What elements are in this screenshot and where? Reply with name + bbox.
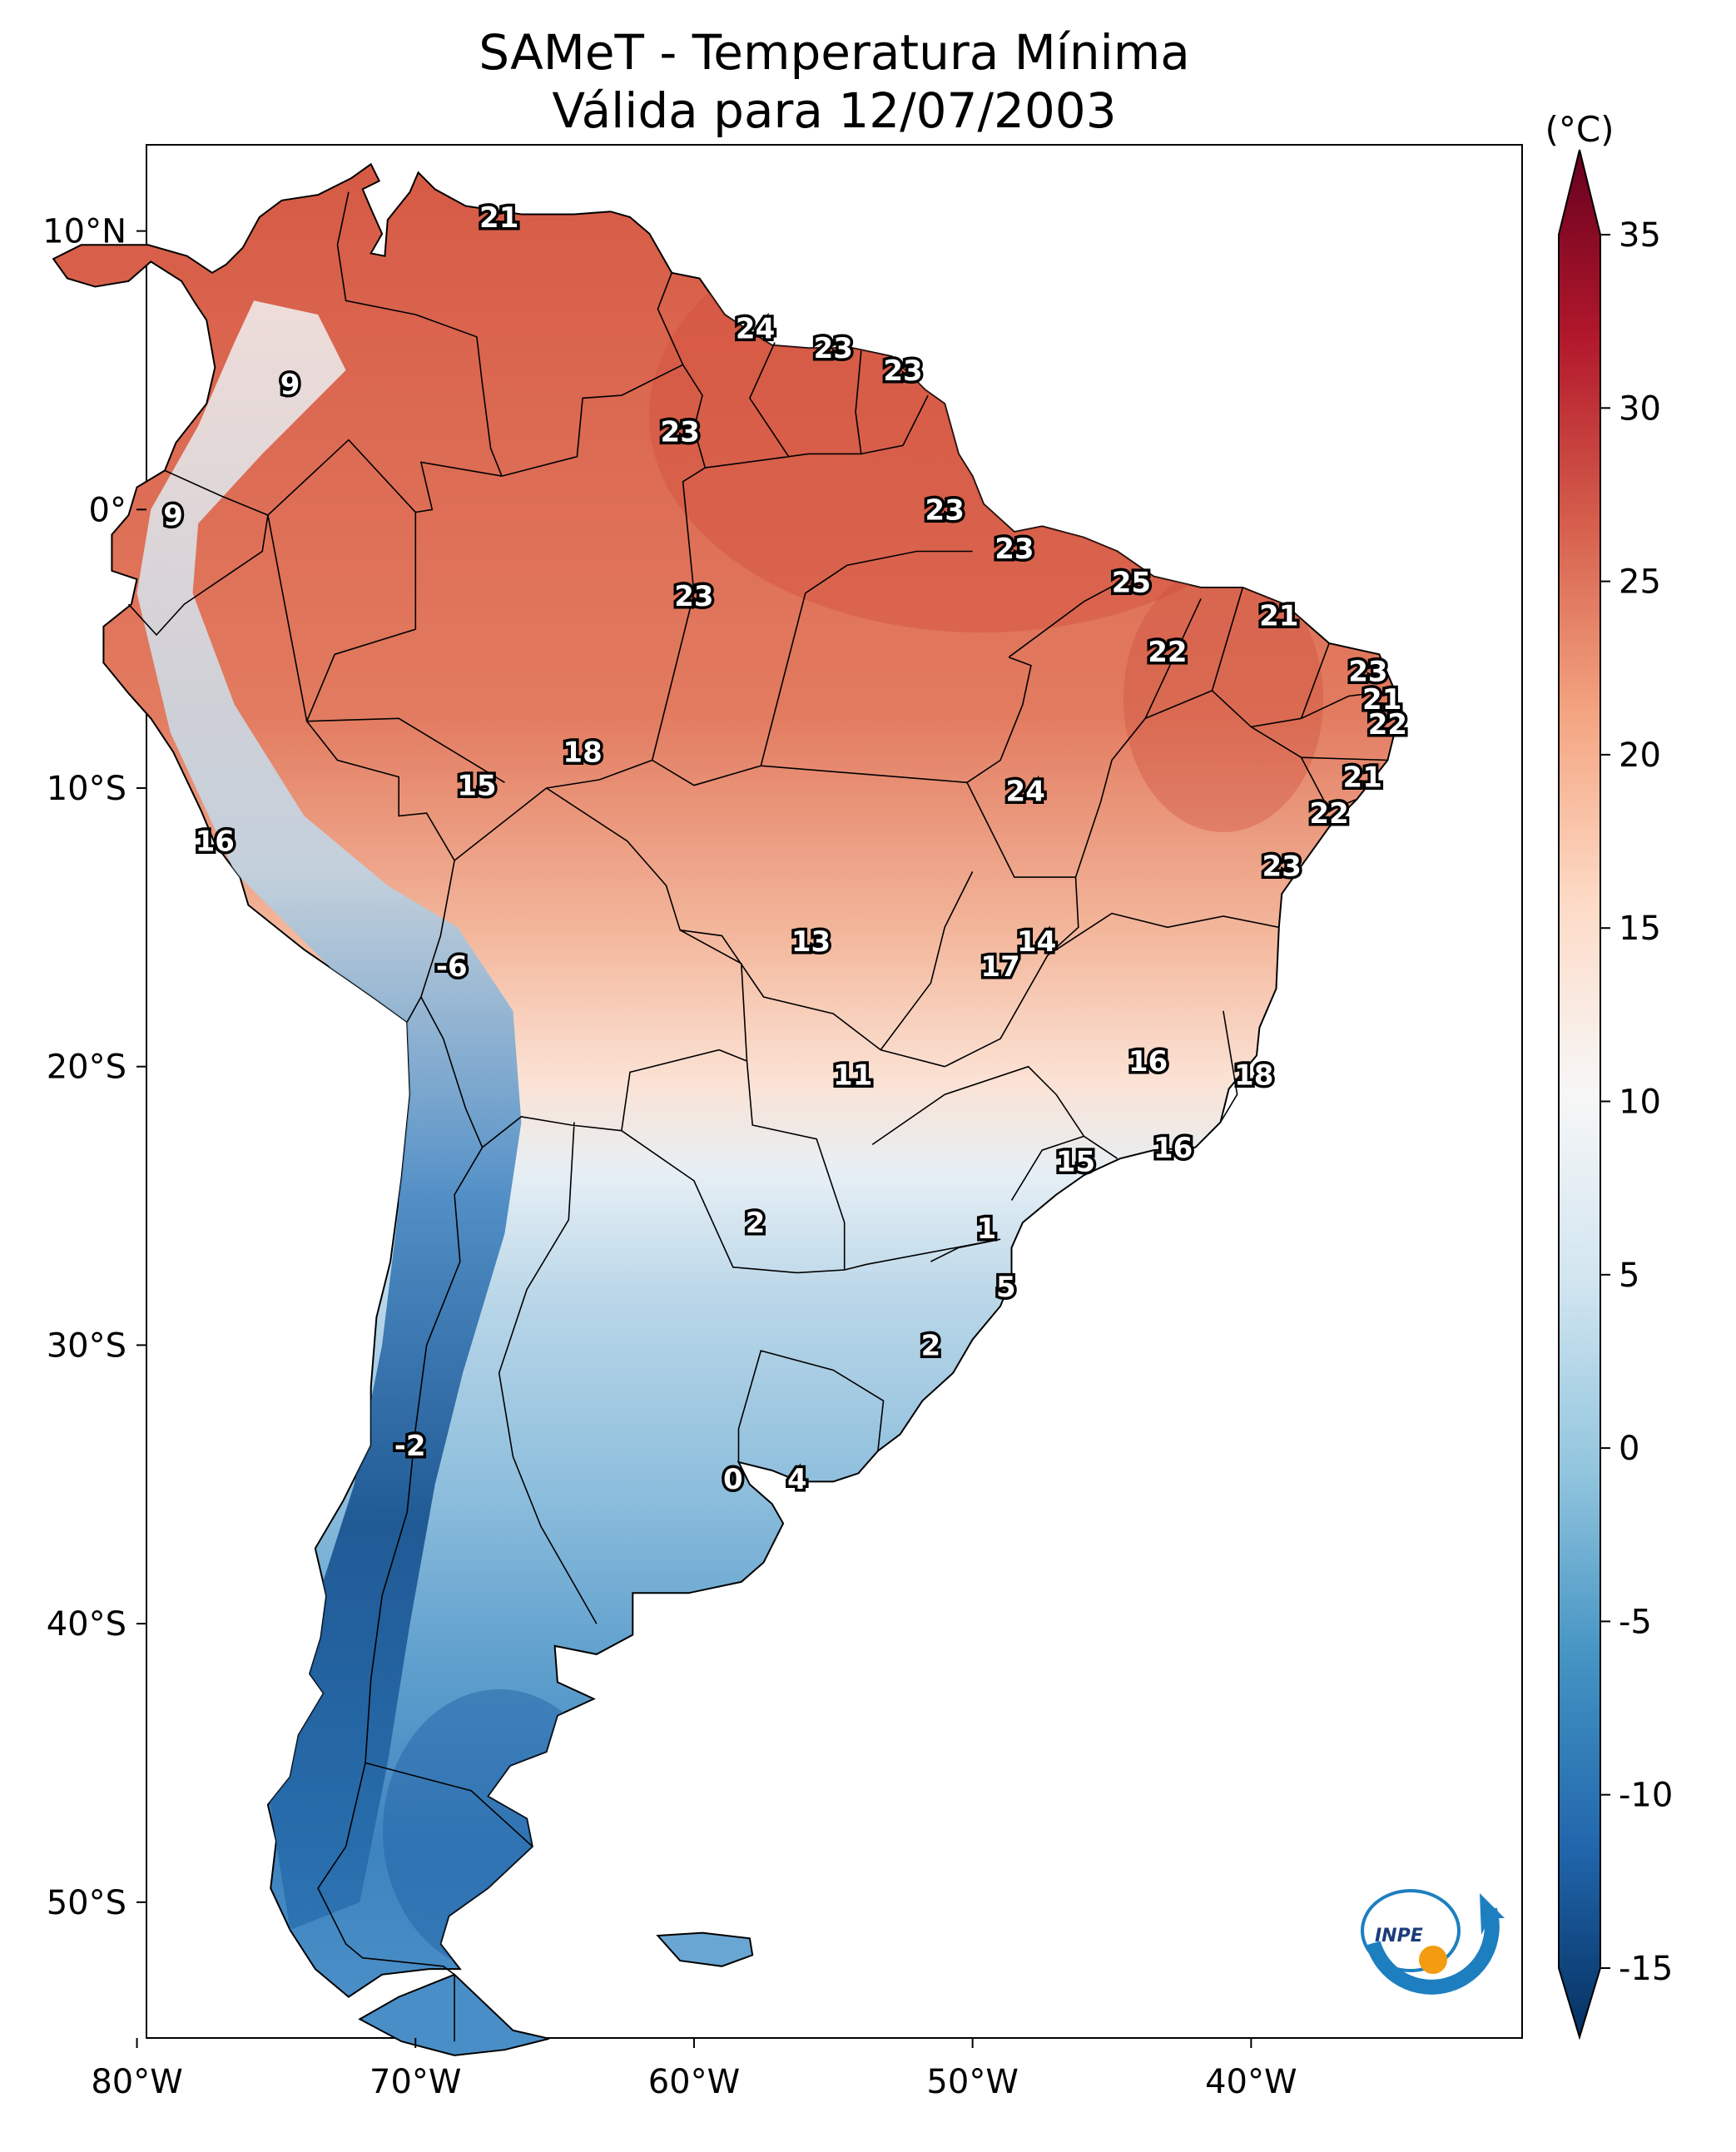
contour-value-label: 21 <box>1362 683 1401 717</box>
contour-value-label: 23 <box>674 580 713 613</box>
contour-value-label: 14 <box>1017 925 1056 959</box>
contour-value-label: 18 <box>563 736 602 770</box>
lat-tick-label: 30°S <box>47 1326 126 1365</box>
contour-value-label: 16 <box>1128 1045 1168 1078</box>
latitude-axis: 10°N 0° 10°S 20°S 30°S 40°S 50°S <box>42 213 146 1922</box>
contour-value-label: 9 <box>163 499 183 533</box>
contour-value-label: -2 <box>394 1430 426 1463</box>
contour-value-label: 9 <box>280 369 300 402</box>
logo-sun-icon <box>1419 1946 1447 1974</box>
contour-value-label: 22 <box>1309 797 1348 831</box>
contour-value-label: 23 <box>1348 655 1387 688</box>
contour-value-label: 13 <box>791 925 831 959</box>
contour-value-label: 18 <box>1234 1059 1273 1093</box>
colorbar-tick-label: -15 <box>1619 1950 1673 1988</box>
lon-tick-label: 40°W <box>1205 2063 1297 2101</box>
logo-text: INPE <box>1375 1926 1423 1946</box>
contour-value-label: 16 <box>196 826 235 859</box>
contour-value-label: 24 <box>1006 775 1045 808</box>
lat-tick-label: 10°S <box>47 770 126 808</box>
colorbar-tick-label: 30 <box>1619 389 1661 428</box>
colorbar-tick-label: -10 <box>1619 1777 1673 1815</box>
contour-value-label: 16 <box>1153 1132 1193 1165</box>
colorbar-tick-label: -5 <box>1619 1603 1652 1641</box>
contour-value-label: 21 <box>1343 761 1382 795</box>
contour-value-label: 24 <box>736 313 775 346</box>
colorbar-tick-label: 0 <box>1619 1430 1639 1468</box>
colorbar-tick-label: 5 <box>1619 1257 1639 1295</box>
contour-value-label: 11 <box>833 1059 872 1093</box>
contour-value-label: 25 <box>1112 566 1151 599</box>
contour-value-label: 23 <box>814 332 853 365</box>
colorbar-tick-label: 25 <box>1619 563 1661 602</box>
lat-tick-label: 0° <box>89 491 126 529</box>
contour-value-label: 5 <box>996 1271 1016 1304</box>
colorbar-tick-label: 20 <box>1619 736 1661 775</box>
contour-value-label: 2 <box>746 1207 766 1240</box>
colorbar-tick-label: 35 <box>1619 216 1661 255</box>
lon-tick-label: 50°W <box>926 2063 1018 2101</box>
lat-tick-label: 40°S <box>47 1605 126 1644</box>
longitude-axis: 80°W 70°W 60°W 50°W 40°W <box>91 2038 1297 2101</box>
colorbar-tick-label: 10 <box>1619 1083 1661 1122</box>
lon-tick-label: 80°W <box>91 2063 182 2101</box>
inpe-logo: INPE <box>1361 1889 1505 1995</box>
contour-value-label: 15 <box>1056 1146 1095 1179</box>
contour-value-label: 0 <box>723 1463 743 1496</box>
colorbar-tick-label: 15 <box>1619 910 1661 948</box>
title-line-1: SAMeT - Temperatura Mínima <box>479 24 1190 81</box>
lon-tick-label: 70°W <box>370 2063 461 2101</box>
contour-value-label: 23 <box>1262 850 1302 884</box>
contour-value-label: 23 <box>661 416 700 449</box>
contour-value-label: 1 <box>977 1212 997 1246</box>
lon-tick-label: 60°W <box>648 2063 740 2101</box>
logo-arrow-icon <box>1480 1893 1505 1935</box>
colorbar-bar <box>1558 149 1601 2040</box>
contour-value-label: 22 <box>1368 708 1407 741</box>
contour-value-label: -6 <box>436 950 468 984</box>
contour-value-label: 21 <box>1259 600 1298 633</box>
map-title: SAMeT - Temperatura Mínima Válida para 1… <box>146 23 1523 140</box>
contour-value-label: 15 <box>457 770 496 803</box>
contour-value-label: 23 <box>994 533 1034 566</box>
contour-value-label: 2 <box>921 1329 941 1362</box>
contour-value-label: 23 <box>883 355 922 388</box>
lat-tick-label: 20°S <box>47 1049 126 1087</box>
colorbar-unit: (°C) <box>1545 109 1614 150</box>
contour-value-label: 23 <box>925 493 965 527</box>
lat-tick-label: 50°S <box>47 1884 126 1922</box>
lat-tick-label: 10°N <box>42 213 126 251</box>
contour-value-label: 4 <box>787 1463 807 1496</box>
title-line-2: Válida para 12/07/2003 <box>552 82 1117 139</box>
contour-value-label: 22 <box>1148 636 1187 669</box>
contour-value-label: 21 <box>479 201 518 235</box>
colorbar: 35 30 25 20 15 10 5 0 -5 -10 -15 (°C) <box>1545 109 1673 2040</box>
colorbar-ticks: 35 30 25 20 15 10 5 0 -5 -10 -15 <box>1600 216 1673 1988</box>
contour-value-label: 17 <box>980 950 1019 984</box>
